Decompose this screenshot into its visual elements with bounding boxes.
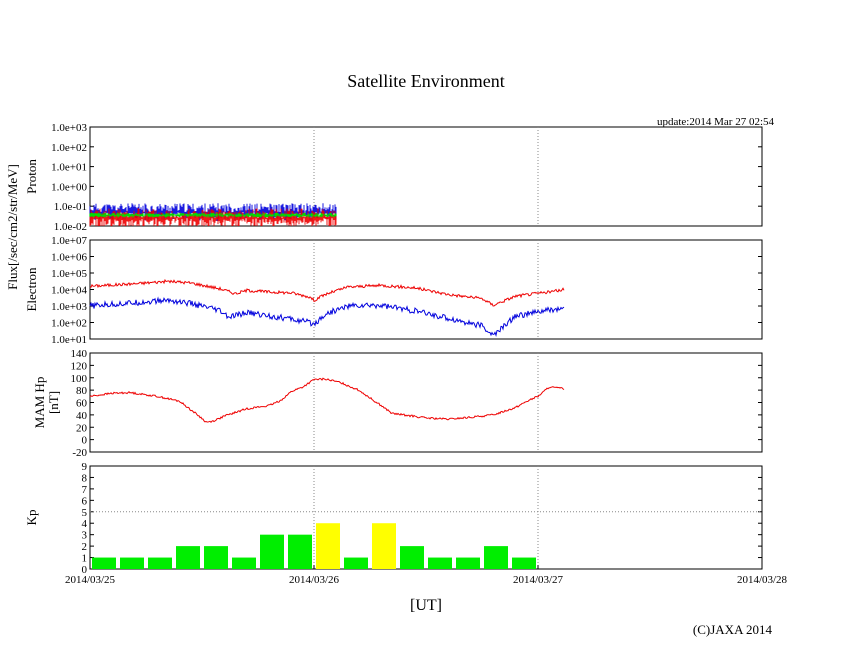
kp-bar [400, 546, 424, 569]
y-tick-label: 1.0e+02 [51, 142, 87, 154]
y-tick-label: 1.0e-02 [54, 221, 87, 233]
chart-title: Satellite Environment [347, 71, 504, 91]
y-tick-label: 20 [76, 422, 88, 434]
y-tick-label: 0 [82, 564, 88, 576]
y-tick-label: 1.0e+00 [51, 181, 87, 193]
x-tick-label: 2014/03/28 [737, 574, 788, 586]
panels-group: 1.0e-021.0e-011.0e+001.0e+011.0e+021.0e+… [24, 122, 788, 586]
kp-bar [120, 557, 144, 569]
y-tick-label: 8 [82, 472, 88, 484]
panel-electron: 1.0e+01 1.0e+02 1.0e+03 1.0e+04 1.0e+05 1.0e+… [24, 235, 763, 346]
copyright-credit: (C)JAXA 2014 [693, 622, 773, 637]
y-tick-label: -20 [72, 447, 87, 459]
y-tick-label: 120 [71, 360, 88, 372]
kp-bar [232, 557, 256, 569]
x-axis: 2014/03/25 2014/03/26 2014/03/27 2014/03/28 [65, 565, 788, 586]
kp-bar [148, 557, 172, 569]
kp-bar [260, 534, 284, 569]
y-axis-label: Kp [24, 510, 39, 526]
x-tick-label: 2014/03/25 [65, 574, 116, 586]
kp-bar [204, 546, 228, 569]
y-tick-label: 140 [71, 348, 88, 360]
panel-frame [89, 465, 763, 570]
y-axis-unit: [nT] [46, 391, 61, 414]
x-tick-label: 2014/03/26 [289, 574, 340, 586]
panel-frame [89, 352, 763, 453]
y-tick-label: 4 [82, 518, 88, 530]
y-tick-label: 1 [82, 553, 88, 565]
y-tick-label: 3 [82, 530, 88, 542]
kp-bar [512, 557, 536, 569]
kp-bar [92, 557, 116, 569]
y-tick-label: 9 [82, 461, 88, 473]
kp-bar [344, 557, 368, 569]
kp-bar [316, 523, 340, 569]
update-timestamp: update:2014 Mar 27 02:54 [657, 116, 775, 128]
series-line-low-energy [89, 296, 565, 338]
series-line-Hp [89, 377, 565, 424]
y-tick-label: 1.0e+01 [51, 334, 87, 346]
y-tick-label: 1.0e+01 [51, 162, 87, 174]
kp-bar [428, 557, 452, 569]
y-tick-label: 6 [82, 495, 88, 507]
y-tick-label: 100 [71, 373, 88, 385]
kp-bar [372, 523, 396, 569]
panel-frame [89, 126, 763, 227]
series-line-green [89, 212, 337, 218]
y-tick-label: 7 [82, 484, 88, 496]
kp-bar [176, 546, 200, 569]
y-tick-label: 1.0e+04 [51, 285, 87, 297]
y-tick-label: 0 [82, 435, 88, 447]
kp-bar [288, 534, 312, 569]
panel-proton: 1.0e-02 1.0e-01 1.0e+00 1.0e+01 1.0e+02 1.0e+… [24, 122, 763, 233]
y-tick-label: 40 [76, 410, 88, 422]
x-tick-label: 2014/03/27 [513, 574, 564, 586]
y-tick-label: 1.0e+03 [51, 301, 87, 313]
flux-axis-label: Flux[/sec/cm2/str/MeV] [5, 164, 20, 290]
x-axis-label: [UT] [410, 597, 442, 614]
y-axis-label: MAM Hp [32, 377, 47, 429]
series-line-red [89, 208, 337, 226]
series-line-high-energy [89, 278, 565, 307]
kp-bar [484, 546, 508, 569]
y-axis-label: Proton [24, 159, 39, 194]
y-tick-label: 80 [76, 385, 88, 397]
y-tick-label: 1.0e+05 [51, 268, 87, 280]
y-tick-label: 1.0e+06 [51, 252, 87, 264]
y-tick-label: 60 [76, 398, 88, 410]
y-tick-label: 2 [82, 541, 88, 553]
kp-bar [456, 557, 480, 569]
y-tick-label: 5 [82, 507, 88, 519]
y-tick-label: 1.0e+03 [51, 122, 87, 134]
panel-frame [89, 239, 763, 340]
y-tick-label: 1.0e+07 [51, 235, 87, 247]
y-axis-label: Electron [24, 267, 39, 312]
y-tick-label: 1.0e+02 [51, 318, 87, 330]
y-tick-label: 1.0e-01 [54, 201, 87, 213]
